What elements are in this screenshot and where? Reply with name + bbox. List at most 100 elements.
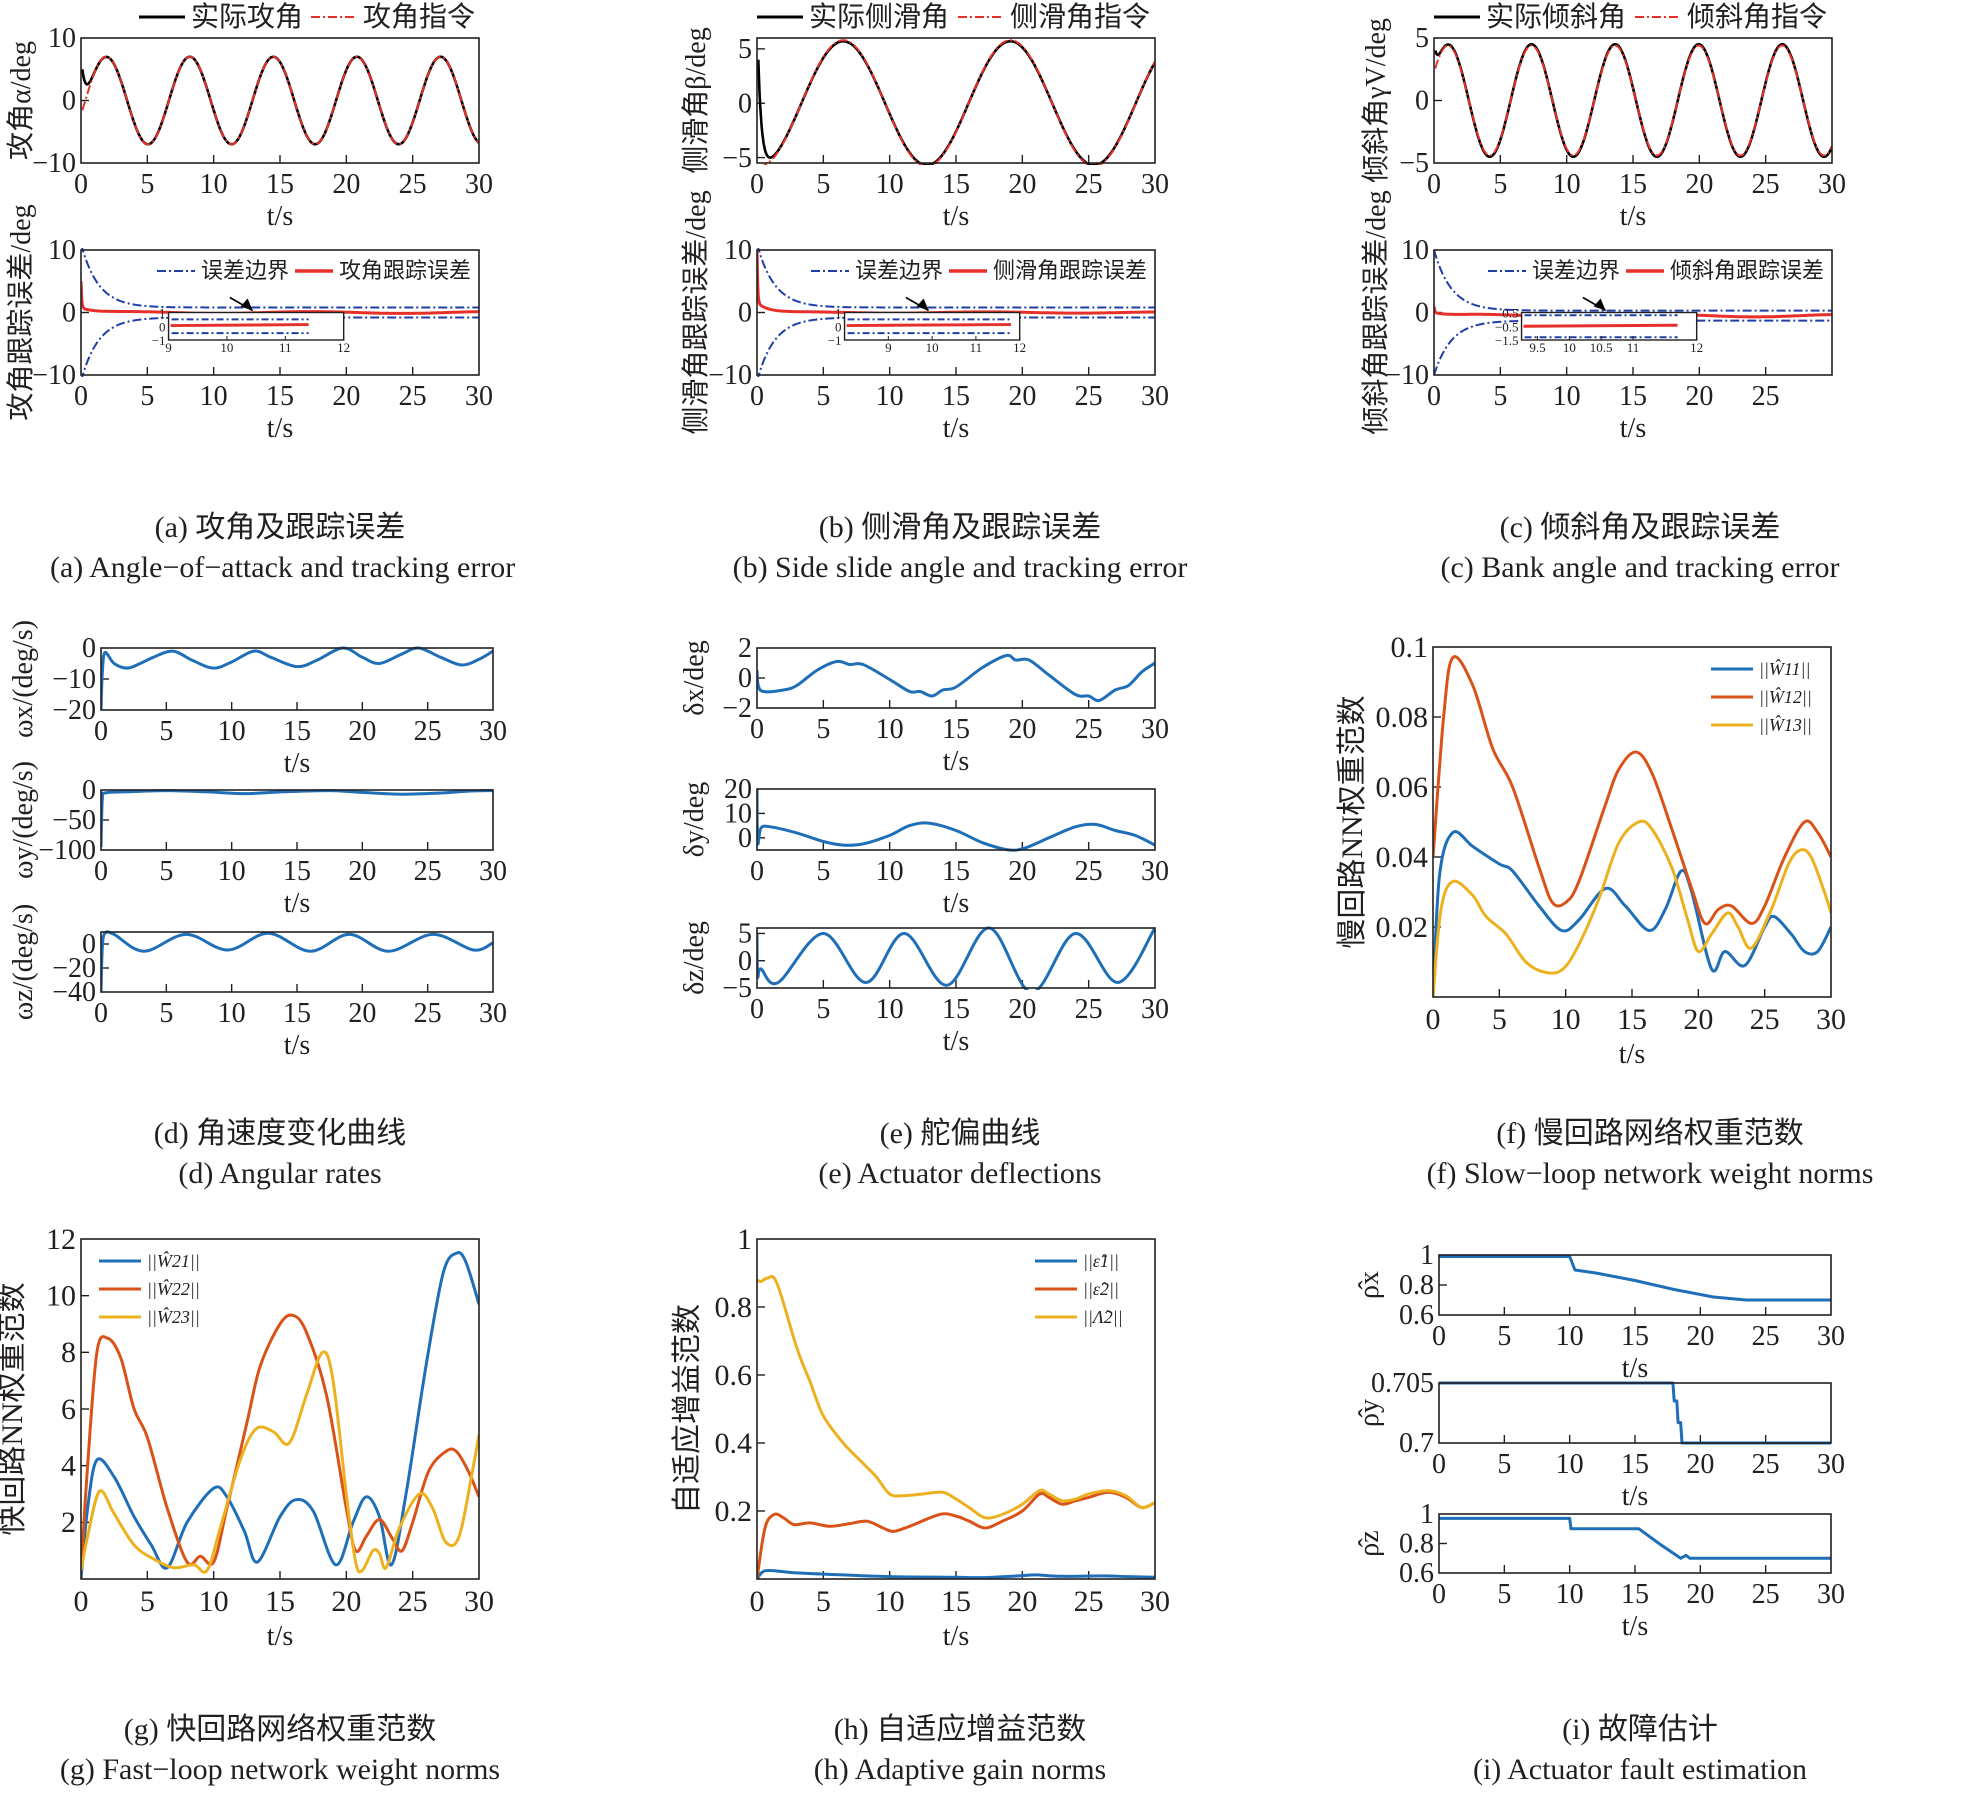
x-tick-label: 30: [1817, 1449, 1845, 1480]
legend-label: ||Ŵ13||: [1759, 714, 1812, 735]
inset-y-tick-label: −1: [152, 333, 166, 348]
y-tick-label: 10: [724, 235, 752, 266]
y-tick-label: 8: [61, 1336, 76, 1369]
x-tick-label: 25: [1752, 169, 1780, 200]
inset-x-tick-label: 9.5: [1529, 340, 1545, 355]
x-tick-label: 20: [1686, 1579, 1714, 1610]
x-tick-label: 5: [816, 994, 830, 1025]
y-tick-label: 0.705: [1371, 1368, 1434, 1399]
y-tick-label: 0.7: [1399, 1428, 1434, 1459]
plot-frame: [756, 788, 1156, 851]
series-group: [1434, 43, 1832, 158]
inset-error-line: [170, 323, 309, 328]
x-tick-label: 0: [750, 169, 764, 200]
y-tick-label: 0.06: [1376, 771, 1429, 804]
series-group: [757, 926, 1155, 990]
x-tick-label: 5: [159, 998, 173, 1029]
y-axis-label: 倾斜角γV/deg: [1360, 18, 1392, 183]
x-tick-label: 15: [1621, 1579, 1649, 1610]
y-tick-label: 0.1: [1391, 631, 1429, 664]
y-tick-label: 4: [61, 1450, 76, 1483]
y-axis-label: ωx/(deg/s): [8, 620, 39, 738]
y-tick-label: −50: [52, 805, 96, 836]
y-axis-label: ρ̂z: [1354, 1530, 1385, 1556]
y-tick-label: 1: [1420, 1240, 1434, 1271]
y-axis-label: δz/deg: [679, 921, 710, 995]
plot-frame: [100, 647, 494, 711]
x-tick-label: 0: [1427, 381, 1441, 412]
x-tick-label: 30: [1141, 714, 1169, 745]
plot-frame: [1438, 1382, 1832, 1444]
x-tick-label: 10: [876, 994, 904, 1025]
y-axis-label: 倾斜角跟踪误差/deg: [1360, 190, 1392, 434]
x-tick-label: 5: [816, 381, 830, 412]
y-axis-label: δx/deg: [679, 640, 710, 715]
y-axis-label: ρ̂y: [1354, 1399, 1385, 1427]
y-tick-label: 10: [48, 23, 76, 54]
y-tick-label: 2: [738, 633, 752, 664]
x-tick-label: 5: [1493, 381, 1507, 412]
caption-f-en: (f) Slow−loop network weight norms: [1426, 1157, 1874, 1190]
caption-e-en: (e) Actuator deflections: [818, 1157, 1102, 1190]
x-tick-label: 0: [74, 381, 88, 412]
series-group: [101, 930, 493, 993]
y-axis-label: 自适应增益范数: [671, 1304, 704, 1514]
chart-i-y: 0 5 10 15 20 25 30 0.7 0.705 t/s ρ̂y: [1354, 1368, 1845, 1512]
x-tick-label: 0: [74, 169, 88, 200]
y-tick-label: 0: [738, 88, 752, 119]
x-tick-label: 10: [1553, 381, 1581, 412]
x-tick-label: 10: [1553, 169, 1581, 200]
x-tick-label: 10: [876, 856, 904, 887]
inset-y-tick-label: −1.5: [1495, 333, 1519, 348]
series-line-0: [81, 1251, 479, 1580]
x-tick-label: 15: [942, 381, 970, 412]
x-tick-label: 10: [200, 381, 228, 412]
y-tick-label: 0.04: [1376, 841, 1429, 874]
y-axis-label: δy/deg: [679, 782, 710, 857]
legend-label: 误差边界: [201, 258, 289, 283]
legend-label: ||Ŵ23||: [147, 1306, 200, 1327]
y-tick-label: −10: [1385, 360, 1429, 391]
legend-label: 倾斜角指令: [1687, 1, 1827, 33]
y-tick-label: 10: [724, 799, 752, 830]
plot-frame: [756, 647, 1156, 709]
x-tick-label: 0: [94, 856, 108, 887]
inset-error-line: [846, 323, 1011, 328]
y-tick-label: −100: [38, 835, 96, 866]
x-tick-label: 25: [399, 381, 427, 412]
y-tick-label: 0: [738, 298, 752, 329]
caption-g-cn: (g) 快回路网络权重范数: [123, 1713, 437, 1746]
x-tick-label: 25: [1752, 1321, 1780, 1352]
x-axis-label: t/s: [943, 888, 969, 919]
x-tick-label: 15: [283, 998, 311, 1029]
x-tick-label: 5: [1497, 1321, 1511, 1352]
x-tick-label: 15: [1617, 1003, 1647, 1036]
series-group: [757, 39, 1155, 165]
x-tick-label: 30: [1817, 1321, 1845, 1352]
x-tick-label: 25: [414, 856, 442, 887]
y-tick-label: 0: [1415, 298, 1429, 329]
y-tick-label: 0.4: [715, 1427, 753, 1460]
legend-a-bottom: 误差边界 攻角跟踪误差: [157, 258, 471, 283]
caption-b-cn: (b) 侧滑角及跟踪误差: [818, 511, 1102, 544]
y-tick-label: 0: [82, 775, 96, 806]
inset-x-tick-label: 12: [1013, 340, 1026, 355]
x-tick-label: 5: [816, 856, 830, 887]
series-line-1: [1434, 44, 1832, 157]
inset-x-tick-label: 9: [165, 340, 172, 355]
x-tick-label: 10: [218, 716, 246, 747]
x-tick-label: 20: [1685, 169, 1713, 200]
series-group: [1439, 1516, 1831, 1560]
series-group: [757, 653, 1155, 703]
plot-frame: [1433, 37, 1833, 164]
x-axis-label: t/s: [943, 746, 969, 777]
x-tick-label: 20: [1008, 856, 1036, 887]
inset-y-tick-label: 0.5: [1502, 306, 1518, 321]
y-tick-label: 0.8: [1399, 1529, 1434, 1560]
x-tick-label: 5: [816, 169, 830, 200]
inset-x-tick-label: 11: [970, 340, 983, 355]
